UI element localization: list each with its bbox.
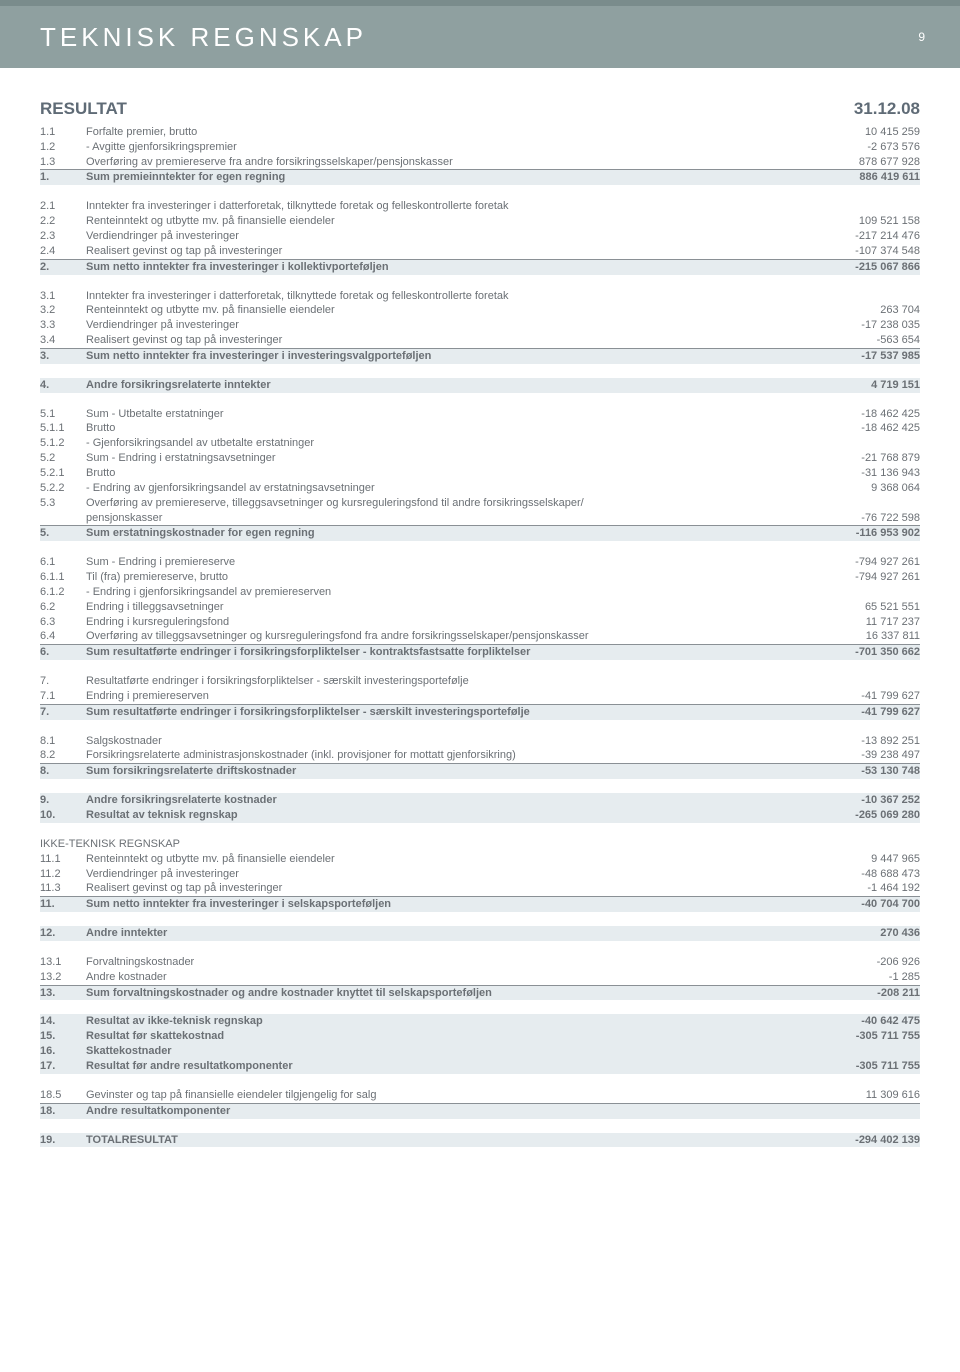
group-5: 5.1Sum - Utbetalte erstatninger-18 462 4… [40, 407, 920, 542]
group-14: 14.Resultat av ikke-teknisk regnskap-40 … [40, 1014, 920, 1073]
sum-row: 12.Andre inntekter270 436 [40, 926, 920, 941]
group-3: 3.1Inntekter fra investeringer i datterf… [40, 289, 920, 364]
group-11: IKKE-TEKNISK REGNSKAP 11.1Renteinntekt o… [40, 837, 920, 912]
group-18: 18.5Gevinster og tap på finansielle eien… [40, 1088, 920, 1119]
section-date: 31.12.08 [854, 98, 920, 121]
group-1: 1.1Forfalte premier, brutto10 415 259 1.… [40, 125, 920, 185]
table-row: 11.2Verdiendringer på investeringer-48 6… [40, 867, 920, 882]
table-row: 3.1Inntekter fra investeringer i datterf… [40, 289, 920, 304]
group-4: 4.Andre forsikringsrelaterte inntekter4 … [40, 378, 920, 393]
table-row: 2.1Inntekter fra investeringer i datterf… [40, 199, 920, 214]
table-row: 5.1Sum - Utbetalte erstatninger-18 462 4… [40, 407, 920, 422]
group-13: 13.1Forvaltningskostnader-206 926 13.2An… [40, 955, 920, 1001]
table-row: 1.2- Avgitte gjenforsikringspremier-2 67… [40, 140, 920, 155]
sum-row: 5.Sum erstatningskostnader for egen regn… [40, 525, 920, 541]
table-row: 2.3Verdiendringer på investeringer-217 2… [40, 229, 920, 244]
table-row: 1.1Forfalte premier, brutto10 415 259 [40, 125, 920, 140]
section-heading: RESULTAT 31.12.08 [40, 98, 920, 121]
table-row: 6.4Overføring av tilleggsavsetninger og … [40, 629, 920, 644]
sum-row: 10.Resultat av teknisk regnskap-265 069 … [40, 808, 920, 823]
table-row: pensjonskasser-76 722 598 [40, 511, 920, 526]
table-row: 5.1.1Brutto-18 462 425 [40, 421, 920, 436]
group-12: 12.Andre inntekter270 436 [40, 926, 920, 941]
subheading: IKKE-TEKNISK REGNSKAP [40, 837, 920, 852]
table-row: 8.1Salgskostnader-13 892 251 [40, 734, 920, 749]
table-row: 11.1Renteinntekt og utbytte mv. på finan… [40, 852, 920, 867]
table-row: 5.1.2- Gjenforsikringsandel av utbetalte… [40, 436, 920, 451]
table-row: 3.3Verdiendringer på investeringer-17 23… [40, 318, 920, 333]
table-row: 1.3Overføring av premiereserve fra andre… [40, 155, 920, 170]
sum-row: 15.Resultat før skattekostnad-305 711 75… [40, 1029, 920, 1044]
table-row: 6.2Endring i tilleggsavsetninger65 521 5… [40, 600, 920, 615]
page-title: TEKNISK REGNSKAP [40, 22, 367, 53]
table-row: 11.3Realisert gevinst og tap på invester… [40, 881, 920, 896]
sum-row: 17.Resultat før andre resultatkomponente… [40, 1059, 920, 1074]
table-row: 6.1.1Til (fra) premiereserve, brutto-794… [40, 570, 920, 585]
table-row: 13.1Forvaltningskostnader-206 926 [40, 955, 920, 970]
section-title: RESULTAT [40, 98, 127, 121]
sum-row: 6.Sum resultatførte endringer i forsikri… [40, 644, 920, 660]
table-row: 3.2Renteinntekt og utbytte mv. på finans… [40, 303, 920, 318]
table-row: 2.4Realisert gevinst og tap på investeri… [40, 244, 920, 259]
sum-row: 1.Sum premieinntekter for egen regning88… [40, 169, 920, 185]
table-row: 6.1Sum - Endring i premiereserve-794 927… [40, 555, 920, 570]
sum-row: 2.Sum netto inntekter fra investeringer … [40, 259, 920, 275]
page-body: RESULTAT 31.12.08 1.1Forfalte premier, b… [0, 68, 960, 1191]
sum-row: 3.Sum netto inntekter fra investeringer … [40, 348, 920, 364]
table-row: 5.2Sum - Endring i erstatningsavsetninge… [40, 451, 920, 466]
page-number: 9 [918, 30, 928, 44]
group-6: 6.1Sum - Endring i premiereserve-794 927… [40, 555, 920, 660]
table-row: 18.5Gevinster og tap på finansielle eien… [40, 1088, 920, 1103]
table-row: 3.4Realisert gevinst og tap på investeri… [40, 333, 920, 348]
sum-row: 18.Andre resultatkomponenter [40, 1103, 920, 1119]
table-row: 5.3Overføring av premiereserve, tilleggs… [40, 496, 920, 511]
sum-row: 16.Skattekostnader [40, 1044, 920, 1059]
table-row: 6.3Endring i kursreguleringsfond11 717 2… [40, 615, 920, 630]
group-2: 2.1Inntekter fra investeringer i datterf… [40, 199, 920, 274]
group-9: 9.Andre forsikringsrelaterte kostnader-1… [40, 793, 920, 823]
sum-row: 13.Sum forvaltningskostnader og andre ko… [40, 985, 920, 1001]
table-row: 6.1.2- Endring i gjenforsikringsandel av… [40, 585, 920, 600]
table-row: 2.2Renteinntekt og utbytte mv. på finans… [40, 214, 920, 229]
sum-row: 4.Andre forsikringsrelaterte inntekter4 … [40, 378, 920, 393]
sum-row: 7.Sum resultatførte endringer i forsikri… [40, 704, 920, 720]
sum-row: 8.Sum forsikringsrelaterte driftskostnad… [40, 763, 920, 779]
table-row: 7.1Endring i premiereserven-41 799 627 [40, 689, 920, 704]
table-row: 8.2Forsikringsrelaterte administrasjonsk… [40, 748, 920, 763]
sum-row: 11.Sum netto inntekter fra investeringer… [40, 896, 920, 912]
group-7: 7.Resultatførte endringer i forsikringsf… [40, 674, 920, 720]
group-19: 19.TOTALRESULTAT-294 402 139 [40, 1133, 920, 1148]
table-row: 7.Resultatførte endringer i forsikringsf… [40, 674, 920, 689]
sum-row: 9.Andre forsikringsrelaterte kostnader-1… [40, 793, 920, 808]
table-row: 5.2.2- Endring av gjenforsikringsandel a… [40, 481, 920, 496]
page-header: TEKNISK REGNSKAP 9 [0, 6, 960, 68]
table-row: 5.2.1Brutto-31 136 943 [40, 466, 920, 481]
table-row: 13.2Andre kostnader-1 285 [40, 970, 920, 985]
total-row: 19.TOTALRESULTAT-294 402 139 [40, 1133, 920, 1148]
sum-row: 14.Resultat av ikke-teknisk regnskap-40 … [40, 1014, 920, 1029]
group-8: 8.1Salgskostnader-13 892 251 8.2Forsikri… [40, 734, 920, 780]
